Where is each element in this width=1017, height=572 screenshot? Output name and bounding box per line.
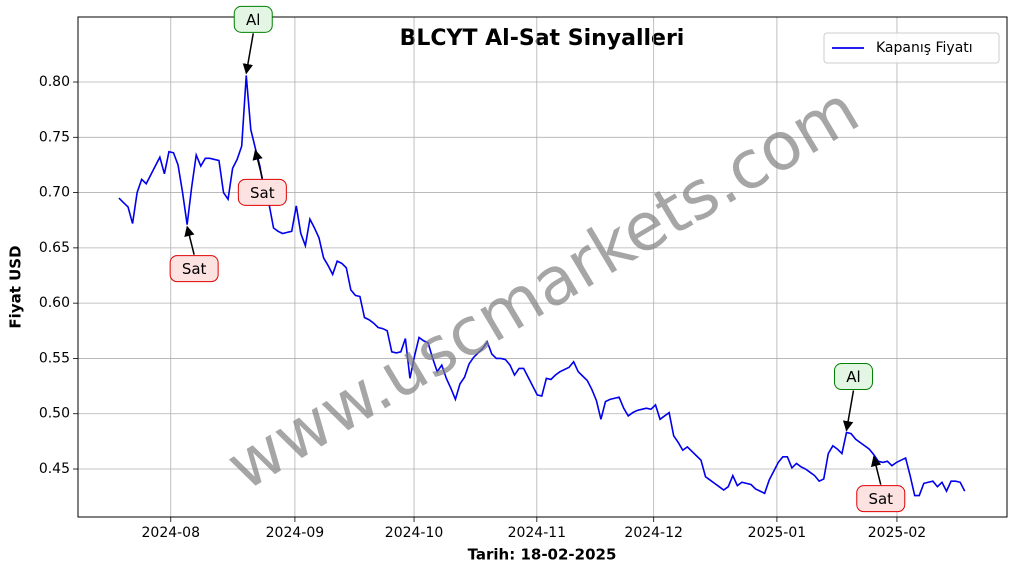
- annotation-box: [833, 363, 873, 391]
- y-tick-label: 0.50: [39, 406, 70, 422]
- annotation-label: Al: [846, 368, 860, 386]
- annotation-box: [169, 255, 219, 283]
- annotation-label: Al: [246, 11, 260, 29]
- y-tick-label: 0.80: [39, 74, 70, 90]
- x-axis-label: Tarih: 18-02-2025: [468, 546, 617, 564]
- x-tick-label: 2024-08: [142, 525, 201, 541]
- plot-frame: [77, 16, 1008, 518]
- chart-title: BLCYT Al-Sat Sinyalleri: [400, 26, 685, 51]
- x-tick-label: 2024-12: [624, 525, 683, 541]
- annotation-arrow: [842, 390, 855, 432]
- y-tick-label: 0.75: [39, 129, 70, 145]
- annotation-label: Sat: [868, 490, 893, 508]
- y-tick-label: 0.60: [39, 295, 70, 311]
- annotation-box: [237, 178, 287, 206]
- y-tick-label: 0.70: [39, 185, 70, 201]
- legend-label: Kapanış Fiyatı: [876, 40, 973, 56]
- annotation-label: Sat: [182, 260, 207, 278]
- annotation-arrow: [242, 33, 254, 75]
- annotation-box: [856, 485, 906, 513]
- annotation-arrow: [184, 225, 195, 255]
- y-axis-label: Fiyat USD: [7, 245, 25, 328]
- y-tick-label: 0.45: [39, 461, 70, 477]
- x-tick-label: 2024-09: [266, 525, 325, 541]
- legend-box: [823, 32, 1000, 64]
- annotation-label: Sat: [250, 184, 275, 202]
- x-tick-label: 2025-02: [868, 525, 927, 541]
- y-tick-label: 0.55: [39, 350, 70, 366]
- annotation-arrow: [252, 149, 264, 179]
- x-tick-label: 2024-10: [385, 525, 444, 541]
- annotation-arrow: [870, 455, 882, 485]
- x-tick-label: 2024-11: [508, 525, 567, 541]
- annotation-box: [233, 5, 273, 33]
- x-tick-label: 2025-01: [748, 525, 807, 541]
- y-tick-label: 0.65: [39, 240, 70, 256]
